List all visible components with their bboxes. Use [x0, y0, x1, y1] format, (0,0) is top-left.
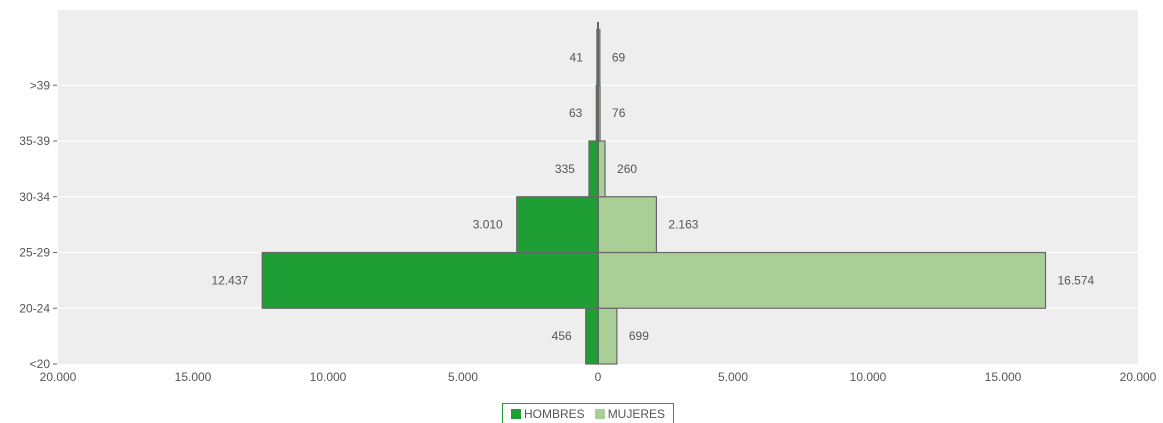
bar-mujeres-20-24: [597, 251, 1047, 309]
x-tick-label: 5.000: [718, 370, 748, 384]
x-tick-label: 0: [595, 370, 602, 384]
y-axis-labels: <20 20-24 25-29 30-34 35-39 >39: [19, 78, 57, 371]
bar-hombres-20-24: [261, 251, 599, 309]
bars: [261, 22, 1047, 365]
y-tick-label: 30-34: [19, 190, 50, 204]
y-tick-label: <20: [30, 357, 51, 371]
legend-item-hombres: HOMBRES: [511, 407, 585, 421]
x-tick-label: 20.000: [1120, 370, 1157, 384]
data-label-mujeres: 260: [617, 162, 637, 176]
data-label-mujeres: 16.574: [1057, 273, 1094, 287]
data-labels: 456 699 12.437 16.574 3.010 2.163 335 260 63 76 41…: [211, 50, 1094, 343]
bar-mujeres-30-34: [597, 140, 606, 198]
x-tick-label: 15.000: [985, 370, 1022, 384]
data-label-hombres: 41: [570, 50, 584, 64]
legend-swatch-hombres: [511, 408, 521, 419]
data-label-mujeres: 76: [612, 106, 626, 120]
data-label-mujeres: 699: [629, 329, 649, 343]
data-label-mujeres: 69: [612, 50, 626, 64]
bar-hombres-30-34: [588, 140, 599, 198]
data-label-hombres: 12.437: [211, 273, 248, 287]
data-label-hombres: 456: [552, 329, 572, 343]
x-tick-label: 5.000: [448, 370, 478, 384]
bar-hombres-25-29: [516, 196, 599, 254]
legend-swatch-mujeres: [594, 408, 605, 419]
legend-label-mujeres: MUJERES: [607, 406, 666, 421]
y-tick-label: 20-24: [19, 301, 50, 315]
x-tick-label: 15.000: [175, 370, 212, 384]
bar-mujeres-25-29: [597, 196, 658, 254]
data-label-hombres: 335: [555, 162, 575, 176]
bar-hombres-<20: [585, 307, 599, 365]
x-axis-labels: 20.000 15.000 10.000 5.000 0 5.000 10.000 15.00…: [40, 370, 1157, 384]
y-tick-label: >39: [30, 78, 51, 92]
legend-item-mujeres: MUJERES: [594, 406, 666, 421]
x-tick-label: 20.000: [40, 370, 77, 384]
data-label-hombres: 63: [569, 106, 583, 120]
y-tick-label: 35-39: [19, 134, 50, 148]
legend-label-hombres: HOMBRES: [524, 406, 585, 421]
x-tick-label: 10.000: [310, 370, 347, 384]
data-label-hombres: 3.010: [473, 218, 503, 232]
data-label-mujeres: 2.163: [668, 218, 698, 232]
x-tick-label: 10.000: [850, 370, 887, 384]
legend: HOMBRES MUJERES: [502, 403, 675, 423]
bar-mujeres-<20: [597, 307, 618, 365]
y-tick-label: 25-29: [19, 246, 50, 260]
